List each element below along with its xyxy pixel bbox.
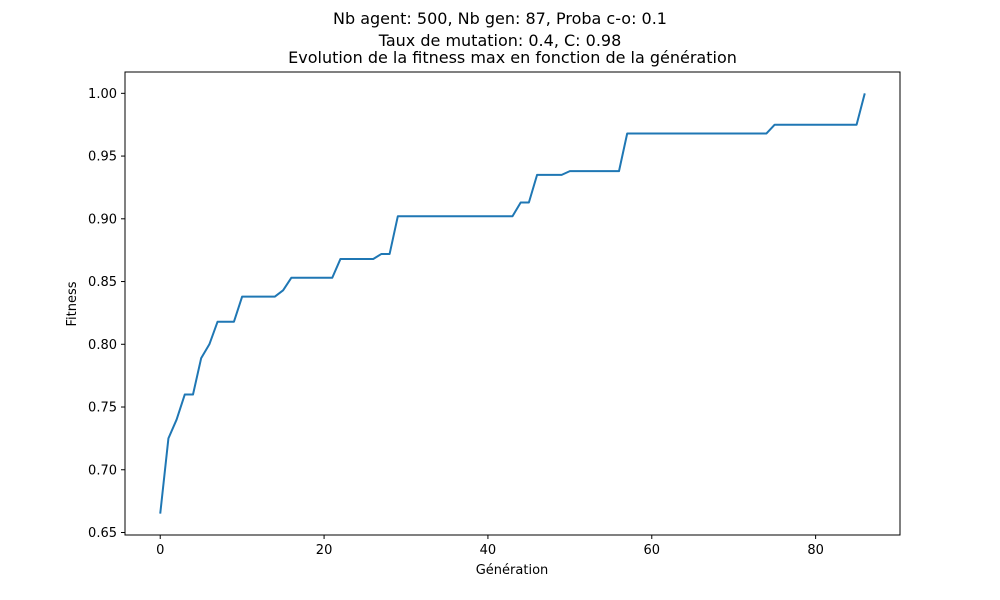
y-tick-label: 0.95 bbox=[88, 150, 117, 165]
y-tick-label: 0.85 bbox=[88, 275, 117, 290]
chart-title: Evolution de la fitness max en fonction … bbox=[288, 48, 737, 67]
x-tick-label: 0 bbox=[156, 543, 164, 558]
x-tick-label: 60 bbox=[643, 543, 660, 558]
y-tick-label: 0.80 bbox=[88, 338, 117, 353]
y-tick-label: 1.00 bbox=[88, 87, 117, 102]
y-tick-label: 0.70 bbox=[88, 463, 117, 478]
series-line-0 bbox=[159, 93, 866, 514]
x-tick-label: 40 bbox=[480, 543, 497, 558]
figure-suptitle-line1: Nb agent: 500, Nb gen: 87, Proba c-o: 0.… bbox=[333, 9, 667, 28]
x-tick-label: 20 bbox=[316, 543, 333, 558]
y-tick-label: 0.90 bbox=[88, 212, 117, 227]
x-tick-label: 80 bbox=[807, 543, 824, 558]
plot-frame bbox=[124, 71, 901, 536]
figure-suptitle-line2: Taux de mutation: 0.4, C: 0.98 bbox=[378, 31, 622, 50]
y-tick-label: 0.65 bbox=[88, 526, 117, 541]
y-axis-label: Fitness bbox=[65, 281, 80, 326]
x-axis-label: Génération bbox=[476, 563, 549, 578]
y-tick-label: 0.75 bbox=[88, 401, 117, 416]
x-axis: 0 20 40 60 80 bbox=[156, 535, 824, 558]
y-axis: 0.65 0.70 0.75 0.80 0.85 0.90 0.95 1.00 bbox=[88, 87, 125, 541]
